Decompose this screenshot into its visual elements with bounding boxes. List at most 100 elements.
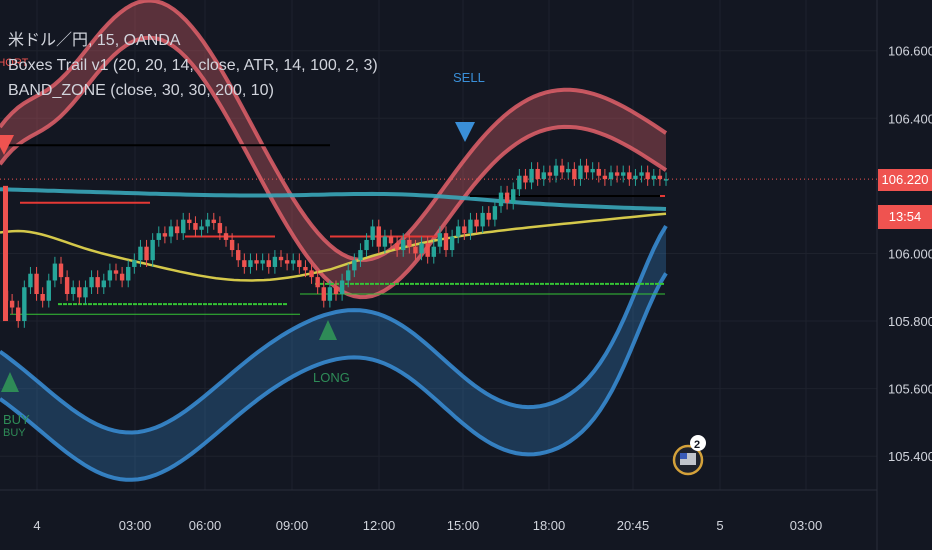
candle-body (126, 266, 131, 281)
candle-body (370, 226, 375, 240)
candle-body (309, 270, 314, 278)
candle-body (187, 219, 192, 224)
buy-label: BUY (3, 412, 30, 427)
buy-label-shadow: BUY (3, 427, 26, 439)
candle-body (480, 212, 485, 227)
indicator-band-zone[interactable]: BAND_ZONE (close, 30, 30, 200, 10) (8, 82, 274, 99)
candle-body (101, 280, 106, 288)
sell-label: SELL (453, 70, 485, 85)
legend: 米ドル／円, 15, OANDA Boxes Trail v1 (20, 20,… (8, 28, 378, 103)
time-tick-label: 20:45 (617, 518, 650, 533)
candle-body (547, 172, 553, 176)
candle-body (511, 189, 516, 203)
candle-body (413, 246, 418, 254)
candle-body (535, 168, 540, 180)
candle-body (254, 260, 259, 264)
short-arrow-icon (0, 135, 14, 155)
candle-body (77, 287, 82, 298)
candle-body (382, 236, 388, 247)
candle-body (89, 277, 94, 288)
candle-body (113, 270, 119, 274)
bollinger-bands (0, 0, 668, 482)
price-tick-label: 105.400 (888, 449, 932, 464)
time-tick-label: 5 (716, 518, 723, 533)
candle-body (449, 236, 455, 251)
upper-band-outer (0, 0, 668, 262)
candle-body (199, 226, 204, 230)
candle-body (34, 273, 39, 294)
candle-body (596, 168, 601, 176)
candle-body (211, 219, 216, 224)
bar-countdown-label: 13:54 (878, 205, 932, 229)
indicator-boxes-trail[interactable]: Boxes Trail v1 (20, 20, 14, close, ATR, … (8, 57, 378, 74)
candle-body (266, 260, 271, 267)
long-arrow-icon (319, 320, 337, 340)
candle-body (242, 260, 247, 267)
candle-body (138, 246, 143, 261)
candles (3, 158, 669, 328)
candle-body (315, 277, 320, 288)
symbol-title[interactable]: 米ドル／円, 15, OANDA (8, 32, 181, 49)
candle-body (205, 219, 210, 227)
candle-body (504, 192, 510, 203)
candle-body (272, 256, 278, 267)
candle-body (327, 287, 333, 301)
candle-body (425, 243, 430, 257)
candle-body (572, 168, 577, 180)
candle-body (376, 226, 381, 247)
candle-body (627, 172, 632, 180)
candle-body (339, 280, 345, 294)
candle-body (132, 260, 137, 267)
current-price-label: 106.220 (878, 169, 932, 191)
candle-body (431, 246, 436, 257)
candle-body (388, 236, 394, 244)
candle-body (28, 273, 33, 288)
candle-body (9, 300, 15, 308)
candle-body (181, 219, 186, 234)
candle-body (456, 226, 461, 237)
candle-body (346, 270, 351, 281)
candle-body (333, 287, 339, 294)
candle-body (566, 168, 571, 173)
candle-body (584, 165, 589, 173)
candle-body (523, 175, 528, 183)
candle-body (394, 243, 400, 251)
price-tick-label: 105.800 (888, 314, 932, 329)
time-tick-label: 03:00 (119, 518, 152, 533)
candle-body (16, 307, 21, 322)
candle-body (443, 233, 449, 251)
candle-body (352, 260, 357, 271)
time-tick-label: 09:00 (276, 518, 309, 533)
lower-band-outer (0, 272, 668, 482)
ma-yellow-line (0, 212, 667, 282)
candle-body (321, 287, 326, 301)
time-tick-label: 06:00 (189, 518, 222, 533)
candle-body (168, 226, 174, 237)
candle-body (144, 246, 149, 261)
candle-body (236, 250, 241, 261)
candle-body (358, 250, 363, 261)
candle-body (614, 172, 620, 176)
candle-body (278, 256, 284, 261)
candle-body (83, 287, 88, 298)
candle-body (297, 260, 302, 267)
price-tick-label: 106.600 (888, 44, 932, 59)
time-tick-label: 15:00 (447, 518, 480, 533)
candle-body (303, 266, 308, 271)
ma-cyan-line (0, 187, 667, 211)
candle-body (645, 172, 650, 180)
candle-body (223, 233, 229, 240)
candle-body (107, 270, 113, 281)
candle-body (217, 223, 223, 234)
candle-body (364, 239, 369, 251)
candle-body (407, 239, 412, 247)
price-tick-label: 106.400 (888, 111, 932, 126)
candle-body (58, 263, 64, 278)
candle-body (651, 175, 656, 180)
candle-body (260, 260, 265, 264)
candle-body (156, 233, 161, 240)
